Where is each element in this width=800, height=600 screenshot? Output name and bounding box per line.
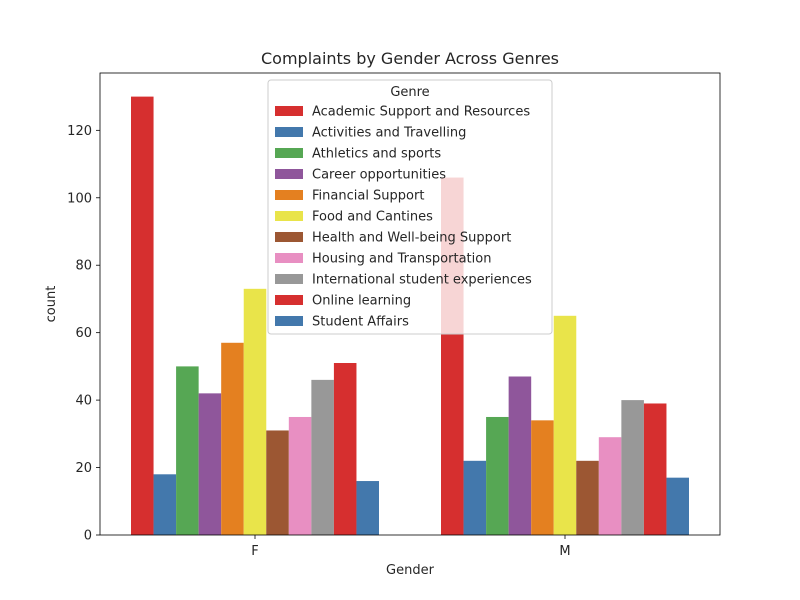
legend-swatch [275,106,303,116]
bar-food-and-cantines-m [553,315,577,535]
bar-health-and-well-being-support-m [576,460,599,535]
y-tick-label: 60 [75,326,92,341]
bar-activities-and-travelling-f [153,474,177,535]
bar-health-and-well-being-support-f [266,430,289,535]
legend-label: Online learning [312,294,411,309]
bar-student-affairs-m [666,477,689,535]
legend-swatch [275,127,303,137]
legend-label: Career opportunities [312,168,446,183]
y-tick-label: 40 [75,394,92,409]
legend: Genre Academic Support and Resources Acti… [267,79,553,335]
y-axis: 0 20 40 60 80 100 120 [67,124,100,544]
legend-label: Activities and Travelling [312,126,466,141]
legend-label: Student Affairs [312,315,409,330]
bar-student-affairs-f [356,481,379,535]
legend-label: Housing and Transportation [312,252,491,267]
legend-title: Genre [390,85,429,100]
legend-swatch [275,211,303,221]
bar-athletics-and-sports-m [486,416,509,535]
legend-swatch [275,148,303,158]
bar-international-student-experiences-f [311,379,334,535]
legend-box [267,79,553,335]
legend-swatch [275,169,303,179]
y-tick-label: 20 [75,461,92,476]
y-tick-label: 120 [67,124,92,139]
legend-swatch [275,253,303,263]
y-axis-label: count [44,286,59,323]
bar-financial-support-m [531,420,554,535]
bar-online-learning-m [643,403,667,535]
bar-activities-and-travelling-m [463,460,487,535]
bar-career-opportunities-f [198,393,222,535]
bar-international-student-experiences-m [621,400,644,535]
y-tick-label: 80 [75,259,92,274]
legend-swatch [275,316,303,326]
bar-financial-support-f [221,342,244,535]
bar-online-learning-f [333,363,357,535]
legend-entries: Academic Support and Resources Activities… [275,105,532,330]
chart-title: Complaints by Gender Across Genres [261,49,559,68]
bar-housing-and-transportation-m [598,437,622,535]
legend-label: Financial Support [312,189,424,204]
y-tick-label: 0 [84,529,92,544]
legend-swatch [275,232,303,242]
x-axis-label: Gender [386,563,435,578]
legend-swatch [275,274,303,284]
bar-housing-and-transportation-f [288,416,312,535]
bar-academic-support-and-resources-f [131,96,154,536]
legend-label: Food and Cantines [312,210,433,225]
legend-label: Athletics and sports [312,147,441,162]
x-tick-label: M [559,544,570,559]
bar-food-and-cantines-f [243,288,267,535]
bar-career-opportunities-m [508,376,532,535]
legend-label: Health and Well-being Support [312,231,511,246]
x-tick-label: F [251,544,258,559]
legend-swatch [275,295,303,305]
plot-frame [99,72,721,536]
bar-athletics-and-sports-f [176,366,199,535]
legend-swatch [275,190,303,200]
legend-label: Academic Support and Resources [312,105,530,120]
legend-label: International student experiences [312,273,532,288]
y-tick-label: 100 [67,191,92,206]
